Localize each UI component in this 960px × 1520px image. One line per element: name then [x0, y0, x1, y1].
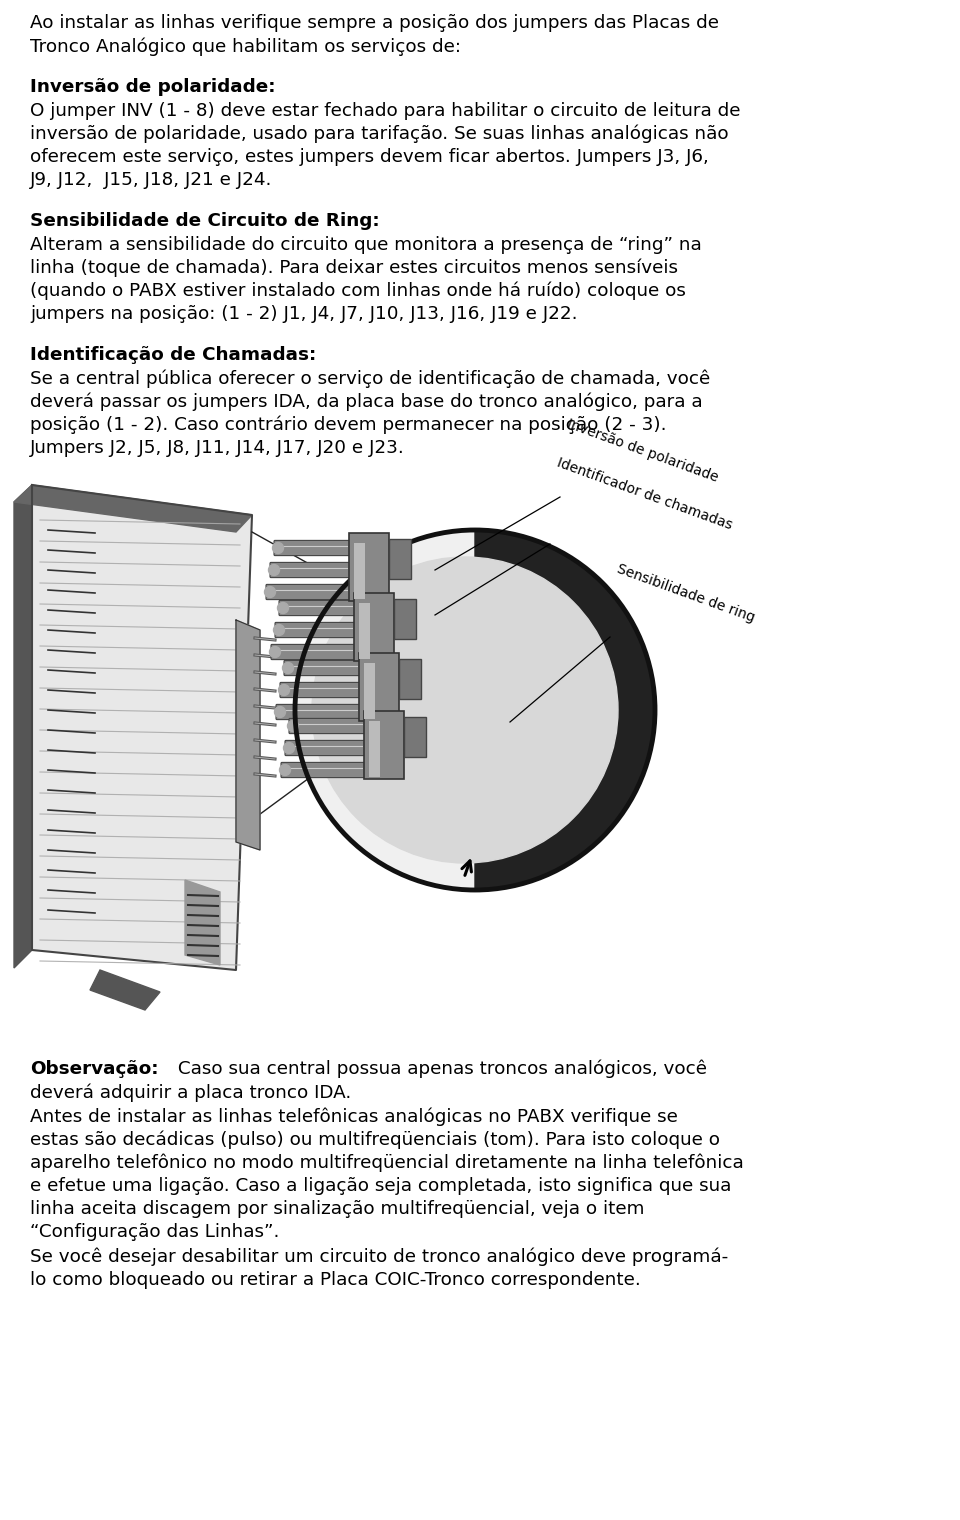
Text: Se a central pública oferecer o serviço de identificação de chamada, você: Se a central pública oferecer o serviço …	[30, 369, 710, 388]
Text: Alteram a sensibilidade do circuito que monitora a presença de “ring” na: Alteram a sensibilidade do circuito que …	[30, 236, 702, 254]
FancyBboxPatch shape	[354, 593, 394, 661]
Polygon shape	[475, 530, 655, 891]
Text: Identificador de chamadas: Identificador de chamadas	[555, 456, 734, 532]
FancyBboxPatch shape	[266, 584, 351, 599]
Text: Identificação de Chamadas:: Identificação de Chamadas:	[30, 347, 316, 365]
Circle shape	[279, 765, 291, 775]
FancyBboxPatch shape	[349, 534, 389, 602]
Text: e efetue uma ligação. Caso a ligação seja completada, isto significa que sua: e efetue uma ligação. Caso a ligação sej…	[30, 1176, 732, 1195]
Text: estas são decádicas (pulso) ou multifreqüenciais (tom). Para isto coloque o: estas são decádicas (pulso) ou multifreq…	[30, 1131, 720, 1149]
Polygon shape	[32, 485, 252, 970]
Text: Observação:: Observação:	[30, 1059, 158, 1078]
FancyBboxPatch shape	[359, 654, 399, 722]
Text: inversão de polaridade, usado para tarifação. Se suas linhas analógicas não: inversão de polaridade, usado para tarif…	[30, 125, 729, 143]
Text: Inversão de polaridade: Inversão de polaridade	[565, 416, 720, 485]
Circle shape	[287, 720, 299, 731]
Text: Se você desejar desabilitar um circuito de tronco analógico deve programá-: Se você desejar desabilitar um circuito …	[30, 1248, 729, 1266]
FancyBboxPatch shape	[271, 644, 356, 660]
Text: deverá adquirir a placa tronco IDA.: deverá adquirir a placa tronco IDA.	[30, 1084, 351, 1102]
FancyBboxPatch shape	[394, 599, 416, 640]
Circle shape	[269, 564, 279, 576]
Text: Sensibilidade de ring: Sensibilidade de ring	[615, 562, 756, 625]
Text: Caso sua central possua apenas troncos analógicos, você: Caso sua central possua apenas troncos a…	[172, 1059, 707, 1079]
Circle shape	[265, 587, 276, 597]
Text: Sensibilidade de Circuito de Ring:: Sensibilidade de Circuito de Ring:	[30, 213, 379, 231]
FancyBboxPatch shape	[354, 543, 366, 599]
FancyBboxPatch shape	[359, 602, 371, 658]
Text: O jumper INV (1 - 8) deve estar fechado para habilitar o circuito de leitura de: O jumper INV (1 - 8) deve estar fechado …	[30, 102, 740, 120]
Circle shape	[270, 646, 280, 658]
Circle shape	[275, 707, 285, 717]
Circle shape	[295, 530, 655, 891]
Text: lo como bloqueado ou retirar a Placa COIC-Tronco correspondente.: lo como bloqueado ou retirar a Placa COI…	[30, 1271, 640, 1289]
FancyBboxPatch shape	[289, 719, 366, 734]
Polygon shape	[14, 485, 252, 532]
FancyBboxPatch shape	[276, 704, 361, 719]
FancyBboxPatch shape	[275, 622, 356, 637]
Polygon shape	[236, 620, 260, 850]
FancyBboxPatch shape	[389, 538, 411, 579]
FancyBboxPatch shape	[280, 682, 361, 698]
Text: posição (1 - 2). Caso contrário devem permanecer na posição (2 - 3).: posição (1 - 2). Caso contrário devem pe…	[30, 416, 666, 435]
FancyBboxPatch shape	[274, 541, 351, 556]
Text: “Configuração das Linhas”.: “Configuração das Linhas”.	[30, 1224, 279, 1242]
Text: jumpers na posição: (1 - 2) J1, J4, J7, J10, J13, J16, J19 e J22.: jumpers na posição: (1 - 2) J1, J4, J7, …	[30, 306, 578, 324]
Polygon shape	[90, 970, 160, 1009]
FancyBboxPatch shape	[279, 600, 356, 616]
FancyBboxPatch shape	[281, 763, 366, 778]
FancyBboxPatch shape	[404, 717, 426, 757]
FancyBboxPatch shape	[284, 660, 361, 675]
Text: linha aceita discagem por sinalização multifreqüencial, veja o item: linha aceita discagem por sinalização mu…	[30, 1201, 644, 1218]
Text: linha (toque de chamada). Para deixar estes circuitos menos sensíveis: linha (toque de chamada). Para deixar es…	[30, 258, 678, 277]
Text: Antes de instalar as linhas telefônicas analógicas no PABX verifique se: Antes de instalar as linhas telefônicas …	[30, 1108, 678, 1126]
Circle shape	[282, 663, 294, 673]
Text: Tronco Analógico que habilitam os serviços de:: Tronco Analógico que habilitam os serviç…	[30, 36, 461, 56]
Text: (quando o PABX estiver instalado com linhas onde há ruído) coloque os: (quando o PABX estiver instalado com lin…	[30, 283, 685, 301]
Polygon shape	[14, 485, 32, 968]
Text: Inversão de polaridade:: Inversão de polaridade:	[30, 79, 276, 96]
Circle shape	[278, 684, 290, 696]
Text: J9, J12,  J15, J18, J21 e J24.: J9, J12, J15, J18, J21 e J24.	[30, 172, 273, 188]
Circle shape	[274, 625, 284, 635]
FancyBboxPatch shape	[369, 720, 380, 777]
Text: Ao instalar as linhas verifique sempre a posição dos jumpers das Placas de: Ao instalar as linhas verifique sempre a…	[30, 14, 719, 32]
Text: oferecem este serviço, estes jumpers devem ficar abertos. Jumpers J3, J6,: oferecem este serviço, estes jumpers dev…	[30, 147, 708, 166]
Circle shape	[283, 742, 295, 754]
FancyBboxPatch shape	[364, 711, 404, 780]
Circle shape	[273, 543, 283, 553]
FancyBboxPatch shape	[285, 740, 366, 755]
Polygon shape	[185, 880, 220, 965]
Text: Jumpers J2, J5, J8, J11, J14, J17, J20 e J23.: Jumpers J2, J5, J8, J11, J14, J17, J20 e…	[30, 439, 405, 458]
Text: aparelho telefônico no modo multifreqüencial diretamente na linha telefônica: aparelho telefônico no modo multifreqüen…	[30, 1154, 744, 1172]
Text: deverá passar os jumpers IDA, da placa base do tronco analógico, para a: deverá passar os jumpers IDA, da placa b…	[30, 392, 703, 412]
FancyBboxPatch shape	[270, 562, 351, 578]
Circle shape	[277, 602, 289, 614]
Circle shape	[312, 556, 618, 863]
FancyBboxPatch shape	[399, 658, 421, 699]
FancyBboxPatch shape	[364, 663, 375, 719]
